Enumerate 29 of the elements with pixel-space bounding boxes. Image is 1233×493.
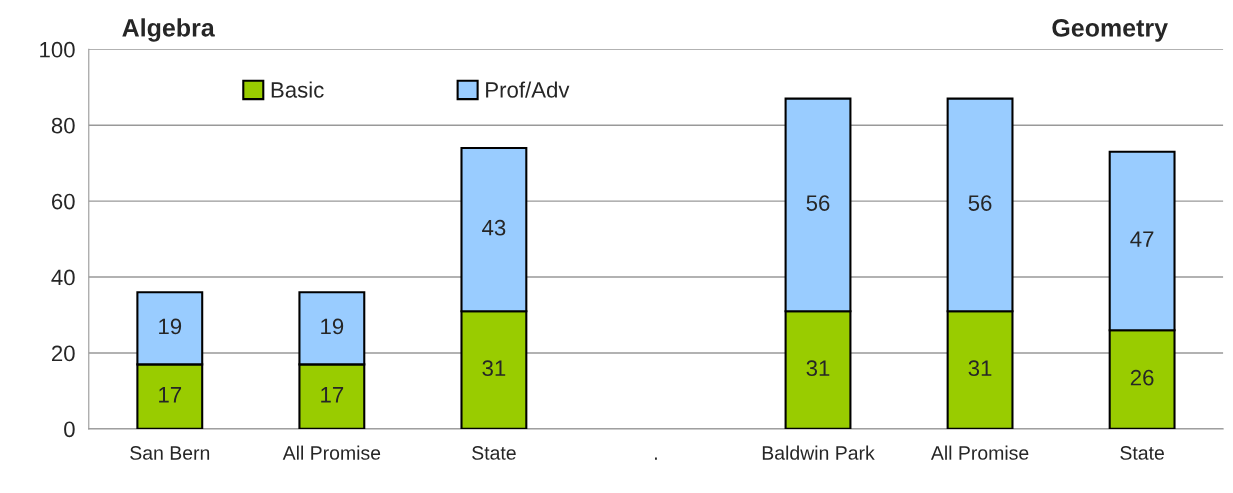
- x-tick-label: All Promise: [282, 445, 381, 460]
- y-tick-label: 100: [40, 41, 75, 58]
- data-label: 26: [1130, 369, 1154, 386]
- legend-label: Basic: [271, 81, 324, 98]
- y-tick-label: 60: [51, 193, 75, 210]
- data-label: 31: [806, 360, 830, 377]
- x-tick-label: Baldwin Park: [762, 445, 875, 460]
- data-label: 56: [806, 195, 830, 211]
- y-tick-label: 20: [51, 345, 75, 362]
- text: Algebra: [122, 18, 215, 42]
- data-label: 19: [321, 318, 344, 335]
- data-label: 19: [159, 318, 182, 335]
- data-label: 43: [482, 219, 506, 236]
- y-tick-label: 80: [51, 117, 75, 134]
- data-label: 31: [482, 360, 506, 377]
- x-tick-label: San Bern: [130, 446, 210, 460]
- data-label: 31: [968, 360, 992, 377]
- legend-label: Prof/Adv: [486, 81, 570, 98]
- x-tick-label: .: [655, 457, 657, 460]
- data-label: 17: [321, 387, 344, 403]
- data-label: 47: [1130, 231, 1154, 247]
- x-tick-label: State: [472, 446, 516, 460]
- y-tick-label: 40: [51, 269, 75, 286]
- y-tick-label: 0: [64, 421, 75, 438]
- x-tick-label: State: [1120, 446, 1164, 460]
- data-label: 17: [159, 387, 182, 403]
- x-tick-label: All Promise: [930, 445, 1029, 460]
- text: Geometry: [1052, 19, 1168, 42]
- data-label: 56: [968, 195, 992, 211]
